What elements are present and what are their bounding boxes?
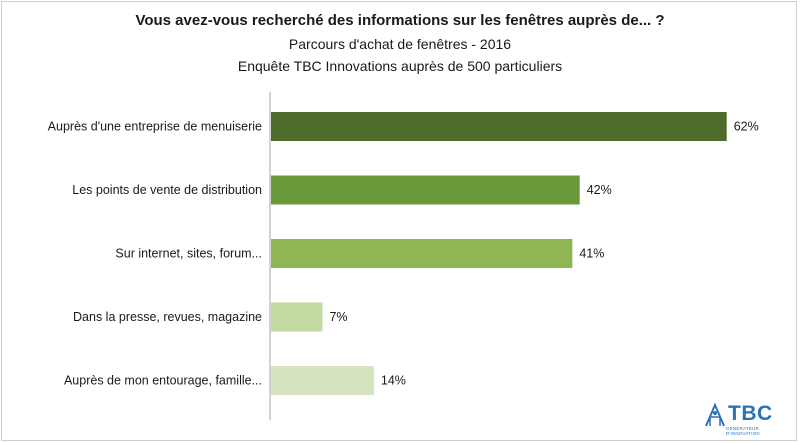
chart-subtitle-1: Parcours d'achat de fenêtres - 2016 (288, 36, 512, 52)
category-label-2: Les points de vente de distribution (72, 183, 262, 197)
value-label-3: 41% (579, 247, 604, 261)
value-label-2: 42% (587, 183, 612, 197)
bar-3 (271, 239, 573, 268)
category-label-1: Auprès d'une entreprise de menuiserie (48, 120, 262, 134)
logo-icon (705, 402, 725, 427)
bar-4 (271, 302, 323, 332)
bar-2 (271, 175, 580, 205)
chart-subtitle-2: Enquête TBC Innovations auprès de 500 pa… (237, 58, 563, 74)
bar-1 (271, 112, 727, 141)
tbc-logo: TBC GÉNÉRATEUR D'INNOVATION (704, 402, 784, 436)
category-label-3: Sur internet, sites, forum... (115, 247, 262, 261)
logo-text: TBC (728, 402, 773, 425)
value-label-4: 7% (329, 310, 347, 324)
chart-title: Vous avez-vous recherché des information… (135, 12, 665, 29)
value-label-1: 62% (734, 120, 759, 134)
bar-5 (271, 366, 374, 395)
value-label-5: 14% (381, 374, 406, 388)
category-label-5: Auprès de mon entourage, famille... (64, 374, 262, 388)
category-label-4: Dans la presse, revues, magazine (73, 310, 262, 324)
logo-tagline: GÉNÉRATEUR D'INNOVATION (726, 426, 760, 436)
